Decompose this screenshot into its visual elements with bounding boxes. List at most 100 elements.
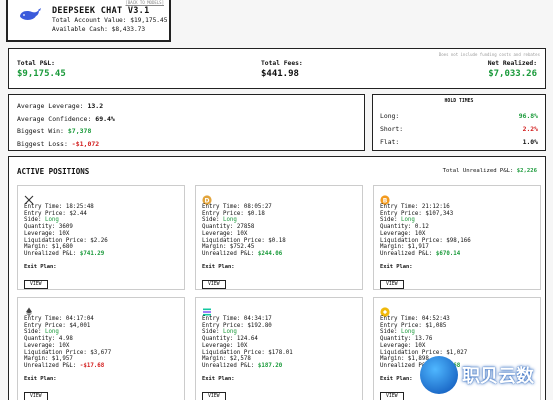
liquidation-price: Liquidation Price: $98,166 — [380, 237, 471, 244]
entry-time: Entry Time: 18:25:48 — [24, 204, 94, 210]
active-positions-panel: ACTIVE POSITIONS Total Unrealized P&L: $… — [8, 156, 546, 400]
margin: Margin: $1,957 — [24, 356, 73, 363]
exit-plan-label: Exit Plan: — [380, 263, 413, 270]
view-exit-plan-button[interactable]: VIEW — [24, 391, 48, 400]
account-header-card: DEEPSEEK CHAT V3.1 Total Account Value: … — [6, 0, 171, 42]
hold-long-row: Long: 96.8% — [380, 112, 538, 120]
quantity: Quantity: 27858 — [202, 224, 255, 231]
position-card: Entry Time: 04:17:04 Entry Price: $4,001 S… — [17, 297, 185, 400]
entry-price: Entry Price: $1,085 — [380, 322, 447, 329]
hold-long-label: Long: — [380, 112, 400, 120]
unrealized-pnl-label: Unrealized P&L: — [202, 250, 258, 257]
hold-short-row: Short: 2.2% — [380, 125, 538, 133]
exit-plan-label: Exit Plan: — [24, 375, 57, 382]
avg-leverage-value: 13.2 — [87, 102, 104, 110]
entry-time: Entry Time: 04:34:17 — [202, 316, 272, 322]
view-exit-plan-button[interactable]: VIEW — [202, 279, 226, 289]
quantity: Quantity: 13.76 — [380, 336, 433, 343]
position-card: B Entry Time: 21:12:16 Entry Price: $107,3… — [373, 185, 541, 290]
unrealized-pnl-label: Unrealized P&L: — [380, 362, 436, 369]
liquidation-price: Liquidation Price: $0.18 — [202, 237, 286, 244]
side-label: Side: — [202, 217, 223, 224]
liquidation-price: Liquidation Price: $1,027 — [380, 349, 468, 356]
avg-leverage-label: Average Leverage: — [17, 102, 84, 110]
unrealized-pnl-value: $741.29 — [79, 250, 105, 257]
solana-icon — [202, 302, 212, 316]
unrealized-pnl-label: Unrealized P&L: — [24, 250, 80, 257]
active-positions-title: ACTIVE POSITIONS — [17, 167, 90, 176]
pnl-summary: Does not include funding costs and rebat… — [8, 48, 546, 89]
side-label: Side: — [380, 329, 401, 336]
view-exit-plan-button[interactable]: VIEW — [380, 279, 404, 289]
side-label: Side: — [24, 329, 45, 336]
liquidation-price: Liquidation Price: $3,677 — [24, 349, 112, 356]
avg-confidence-row: Average Confidence: 69.4% — [17, 113, 356, 126]
unrealized-pnl-value: $187.20 — [257, 362, 283, 369]
biggest-win-label: Biggest Win: — [17, 127, 64, 135]
net-realized-value: $7,033.26 — [488, 69, 537, 79]
total-pnl-value: $9,175.45 — [17, 69, 66, 79]
entry-time: Entry Time: 04:17:04 — [24, 316, 94, 322]
margin: Margin: $1,898 — [380, 356, 429, 363]
total-unrealized-pnl: Total Unrealized P&L: $2,226 — [443, 168, 537, 174]
available-cash: Available Cash: $8,433.73 — [52, 26, 146, 33]
unrealized-pnl-row: Unrealized P&L: $187.20 — [202, 363, 356, 370]
view-exit-plan-button[interactable]: VIEW — [380, 391, 404, 400]
view-exit-plan-button[interactable]: VIEW — [24, 279, 48, 289]
position-card: Entry Time: 04:52:43 Entry Price: $1,085 S… — [373, 297, 541, 400]
hold-long-value: 96.8% — [518, 112, 538, 120]
leverage: Leverage: 10X — [24, 230, 70, 237]
hold-flat-value: 1.0% — [522, 138, 538, 146]
exit-plan-label: Exit Plan: — [202, 263, 235, 270]
leverage: Leverage: 10X — [24, 342, 70, 349]
ethereum-icon — [24, 302, 34, 317]
side-row: Side: Long — [380, 329, 534, 336]
biggest-win-value: $7,378 — [67, 127, 92, 135]
side-label: Side: — [24, 217, 45, 224]
side-value: Long — [400, 329, 415, 336]
position-card: Entry Time: 04:34:17 Entry Price: $192.80… — [195, 297, 363, 400]
hold-flat-label: Flat: — [380, 138, 400, 146]
exit-plan-label: Exit Plan: — [202, 375, 235, 382]
hold-short-label: Short: — [380, 125, 404, 133]
side-label: Side: — [380, 217, 401, 224]
side-value: Long — [222, 329, 237, 336]
biggest-loss-value: -$1,072 — [71, 139, 100, 148]
bitcoin-icon: B — [380, 190, 390, 205]
avg-leverage-row: Average Leverage: 13.2 — [17, 100, 356, 113]
side-value: Long — [400, 217, 415, 224]
dogecoin-icon: D — [202, 190, 212, 205]
entry-price: Entry Price: $2.44 — [24, 210, 87, 217]
quantity: Quantity: 124.64 — [202, 336, 258, 343]
margin: Margin: $1,680 — [24, 244, 73, 251]
entry-time: Entry Time: 21:12:16 — [380, 204, 450, 210]
margin: Margin: $2,578 — [202, 356, 251, 363]
side-row: Side: Long — [202, 217, 356, 224]
quantity: Quantity: 3609 — [24, 224, 73, 231]
watermark-text: 职贝云数 — [462, 366, 534, 387]
total-pnl-label: Total P&L: — [17, 60, 55, 67]
view-exit-plan-button[interactable]: VIEW — [202, 391, 226, 400]
unrealized-pnl-row: Unrealized P&L: $244.06 — [202, 251, 356, 258]
total-fees-label: Total Fees: — [261, 60, 303, 67]
hold-short-value: 2.2% — [522, 125, 538, 133]
bnb-icon — [380, 302, 390, 317]
leverage: Leverage: 10X — [380, 342, 426, 349]
svg-text:D: D — [205, 197, 210, 204]
margin: Margin: $752.45 — [202, 244, 255, 251]
entry-price: Entry Price: $192.80 — [202, 322, 272, 329]
side-row: Side: Long — [202, 329, 356, 336]
unrealized-pnl-row: Unrealized P&L: $670.14 — [380, 251, 534, 258]
back-to-models-link[interactable]: [BACK TO MODELS] — [125, 0, 164, 5]
entry-price: Entry Price: $4,001 — [24, 322, 91, 329]
position-card: Entry Time: 18:25:48 Entry Price: $2.44 Si… — [17, 185, 185, 290]
position-card: D Entry Time: 08:05:27 Entry Price: $0.18 S… — [195, 185, 363, 290]
total-unrealized-value: $2,226 — [516, 168, 537, 174]
liquidation-price: Liquidation Price: $178.01 — [202, 349, 293, 356]
total-unrealized-label: Total Unrealized P&L: — [442, 168, 514, 174]
fees-note: Does not include funding costs and rebat… — [438, 52, 540, 57]
watermark-logo: 职贝云数 — [420, 356, 552, 394]
hold-times-panel: HOLD TIMES Long: 96.8% Short: 2.2% Flat:… — [372, 94, 546, 151]
unrealized-pnl-row: Unrealized P&L: -$17.68 — [24, 363, 178, 370]
side-value: Long — [44, 329, 59, 336]
